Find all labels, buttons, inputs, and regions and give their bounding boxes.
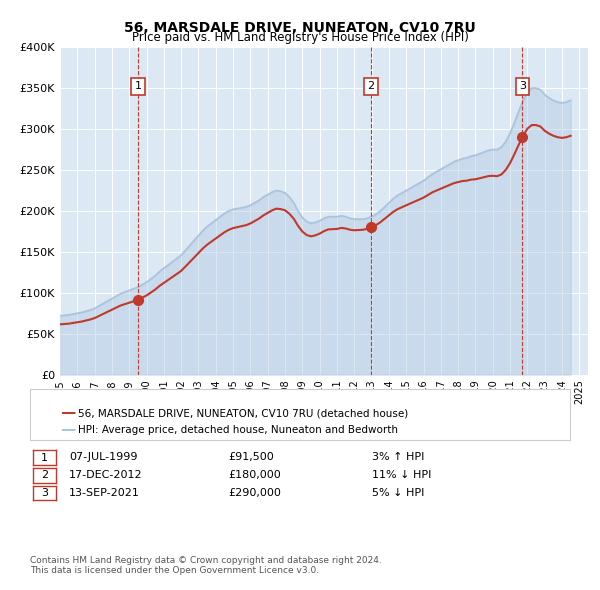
Text: 2: 2 [41, 470, 48, 480]
Text: 1: 1 [41, 453, 48, 463]
Text: 56, MARSDALE DRIVE, NUNEATON, CV10 7RU: 56, MARSDALE DRIVE, NUNEATON, CV10 7RU [124, 21, 476, 35]
Text: 56, MARSDALE DRIVE, NUNEATON, CV10 7RU (detached house): 56, MARSDALE DRIVE, NUNEATON, CV10 7RU (… [78, 408, 408, 418]
Text: 1: 1 [135, 81, 142, 91]
Text: 3: 3 [519, 81, 526, 91]
Text: £290,000: £290,000 [228, 488, 281, 497]
Text: HPI: Average price, detached house, Nuneaton and Bedworth: HPI: Average price, detached house, Nune… [78, 425, 398, 434]
Text: 2: 2 [367, 81, 374, 91]
Text: 11% ↓ HPI: 11% ↓ HPI [372, 470, 431, 480]
Text: £91,500: £91,500 [228, 453, 274, 462]
Text: 5% ↓ HPI: 5% ↓ HPI [372, 488, 424, 497]
Text: 3: 3 [41, 488, 48, 498]
Text: —: — [60, 405, 76, 421]
Text: —: — [60, 422, 76, 437]
Text: £180,000: £180,000 [228, 470, 281, 480]
Text: Contains HM Land Registry data © Crown copyright and database right 2024.
This d: Contains HM Land Registry data © Crown c… [30, 556, 382, 575]
Text: 3% ↑ HPI: 3% ↑ HPI [372, 453, 424, 462]
Text: 13-SEP-2021: 13-SEP-2021 [69, 488, 140, 497]
Text: 17-DEC-2012: 17-DEC-2012 [69, 470, 143, 480]
Text: 07-JUL-1999: 07-JUL-1999 [69, 453, 137, 462]
Text: Price paid vs. HM Land Registry's House Price Index (HPI): Price paid vs. HM Land Registry's House … [131, 31, 469, 44]
